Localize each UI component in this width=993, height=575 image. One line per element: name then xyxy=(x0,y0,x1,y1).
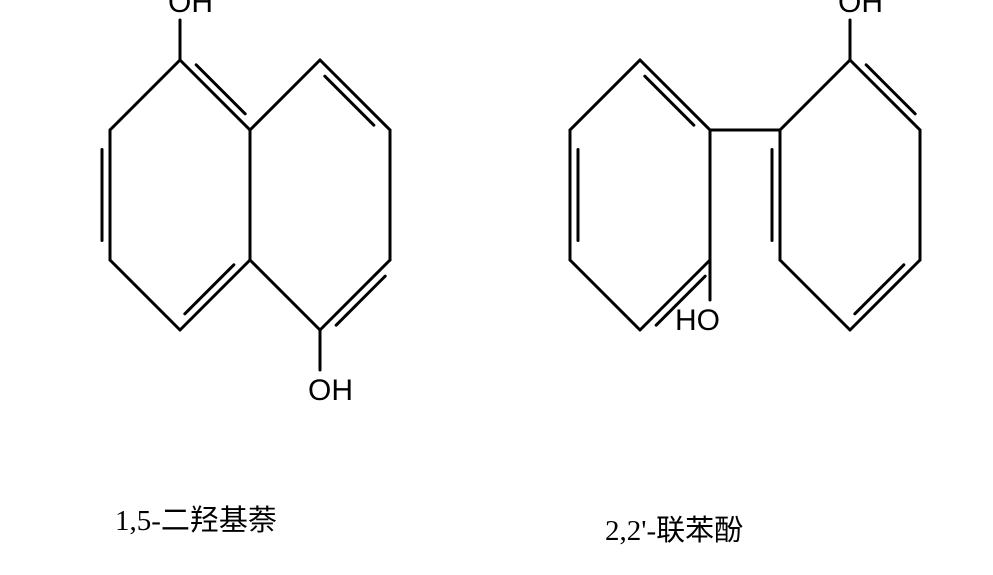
page-root: OH OH OH HO 1,5-二羟基萘 2,2'-联苯酚 xyxy=(0,0,993,575)
biphenol-svg: OH HO xyxy=(500,0,980,440)
molecule-naphthalenediol: OH OH xyxy=(20,0,440,440)
oh-label: OH xyxy=(308,374,353,407)
oh-label: OH xyxy=(168,0,213,19)
oh-label: OH xyxy=(838,0,883,19)
naphthalenediol-svg: OH OH xyxy=(20,0,440,440)
ho-label: HO xyxy=(675,304,720,337)
caption-naphthalenediol: 1,5-二羟基萘 xyxy=(115,497,277,539)
caption-biphenol: 2,2'-联苯酚 xyxy=(605,507,743,549)
molecule-biphenol: OH HO xyxy=(500,0,980,440)
